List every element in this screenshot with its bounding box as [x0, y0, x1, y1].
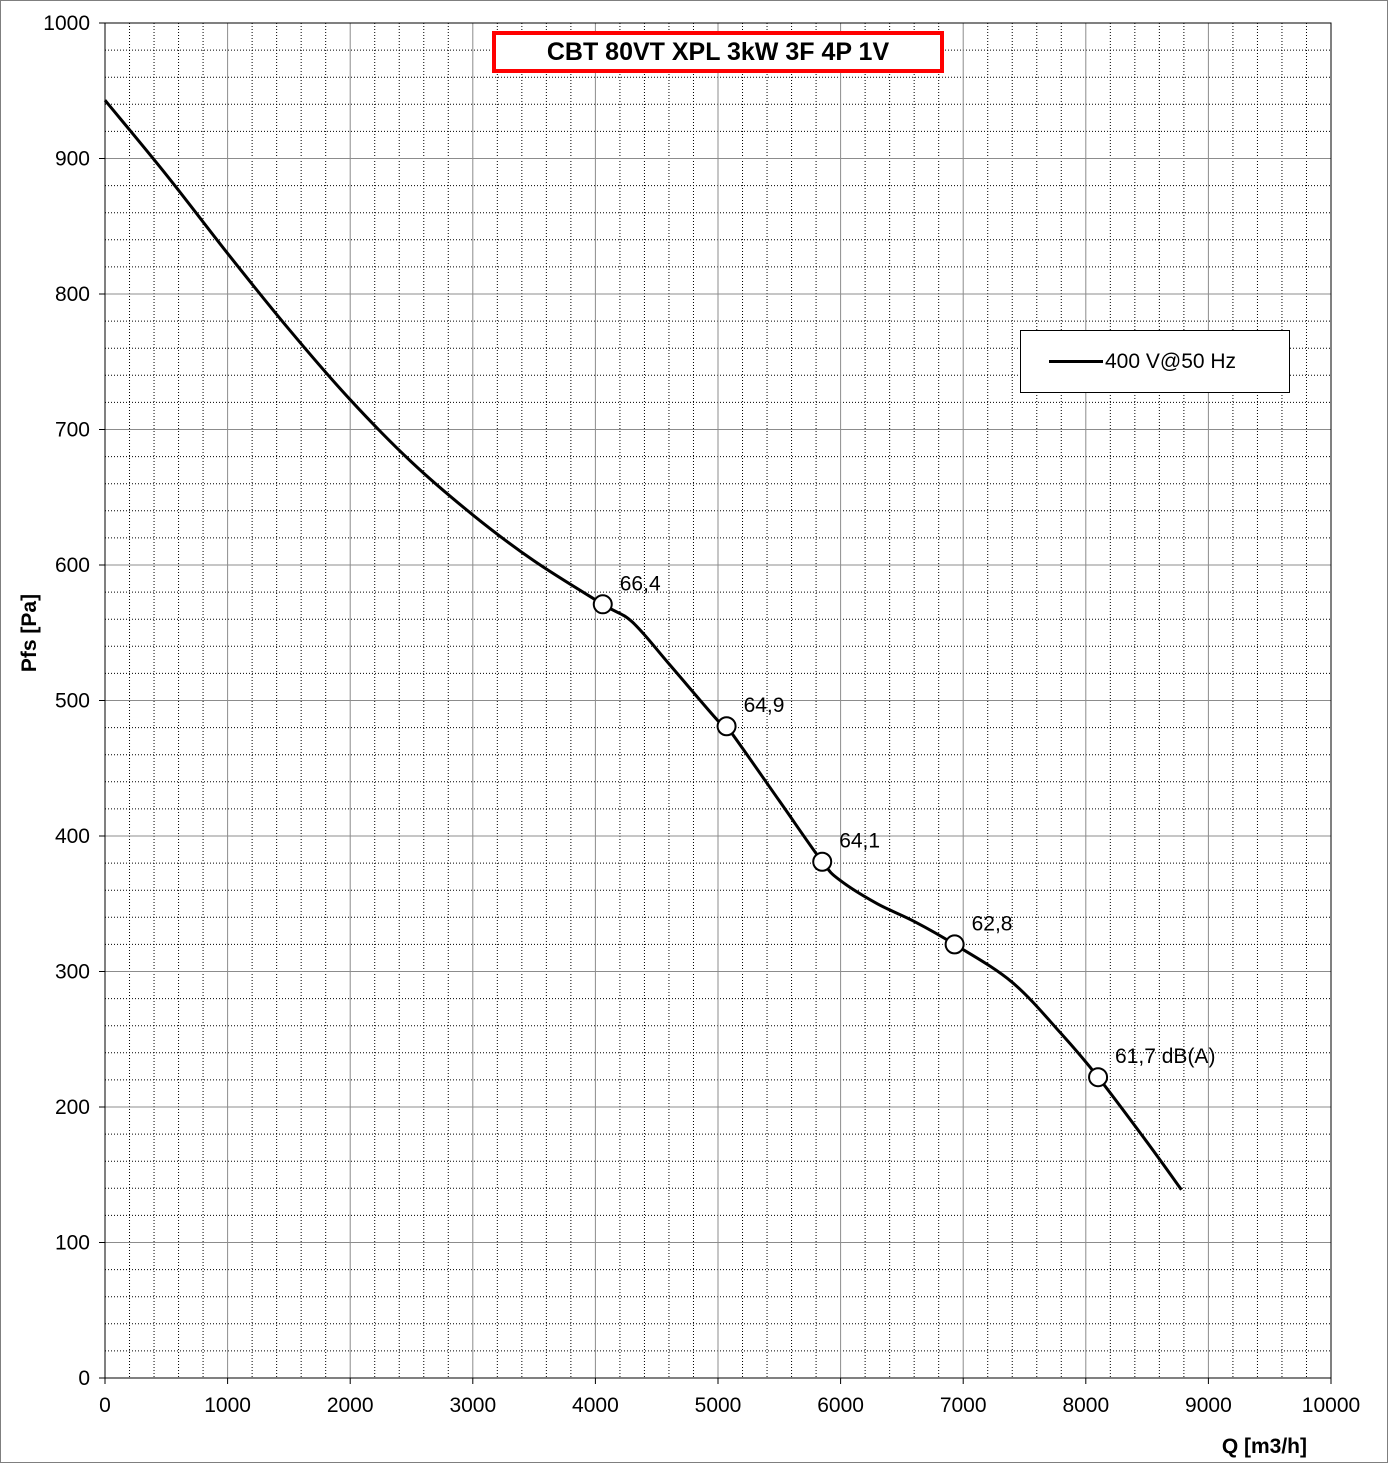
x-tick-label: 3000: [449, 1394, 496, 1417]
x-tick-label: 5000: [695, 1394, 742, 1417]
y-tick-label: 1000: [43, 12, 90, 35]
x-tick-label: 7000: [940, 1394, 987, 1417]
label-layer: 0 1000 2000 3000 4000 5000 6000 7000 8000 9000 100…: [43, 12, 1360, 1417]
grid-layer: [104, 22, 1332, 1379]
chart-title: CBT 80VT XPL 3kW 3F 4P 1V: [492, 31, 944, 73]
y-axis-title: Pfs [Pa]: [18, 594, 41, 672]
y-tick-label: 300: [55, 961, 90, 984]
data-point-marker: [812, 851, 833, 872]
data-point-label: 64,9: [744, 694, 785, 717]
x-tick-label: 9000: [1185, 1394, 1232, 1417]
y-tick-label: 0: [78, 1367, 90, 1390]
data-point-marker: [944, 934, 965, 955]
data-point-label: 64,1: [839, 830, 880, 853]
y-tick-label: 600: [55, 554, 90, 577]
y-tick-label: 100: [55, 1232, 90, 1255]
legend-entry-label: 400 V@50 Hz: [1105, 349, 1237, 373]
data-point-marker: [1088, 1067, 1109, 1088]
y-tick-label: 200: [55, 1096, 90, 1119]
y-tick-label: 400: [55, 825, 90, 848]
legend: 400 V@50 Hz: [1020, 330, 1290, 393]
series-line: [103, 99, 1183, 1191]
x-tick-label: 8000: [1062, 1394, 1109, 1417]
axes-layer: [99, 22, 1332, 1384]
x-tick-label: 2000: [327, 1394, 374, 1417]
x-tick-label: 6000: [817, 1394, 864, 1417]
data-point-label: 66,4: [620, 572, 661, 595]
data-point-label: 62,8: [972, 912, 1013, 935]
x-tick-label: 10000: [1302, 1394, 1360, 1417]
y-tick-label: 800: [55, 283, 90, 306]
y-tick-label: 700: [55, 419, 90, 442]
y-tick-label: 900: [55, 148, 90, 171]
x-axis-title: Q [m3/h]: [1222, 1435, 1307, 1458]
data-point-label: 61,7 dB(A): [1115, 1045, 1215, 1068]
curve-layer: [103, 99, 1183, 1191]
x-tick-label: 0: [99, 1394, 111, 1417]
x-tick-label: 1000: [204, 1394, 251, 1417]
legend-line-swatch: [1049, 360, 1103, 363]
marker-layer: [592, 594, 1109, 1088]
x-tick-label: 4000: [572, 1394, 619, 1417]
data-point-marker: [716, 716, 737, 737]
data-point-marker: [592, 594, 613, 615]
y-tick-label: 500: [55, 690, 90, 713]
